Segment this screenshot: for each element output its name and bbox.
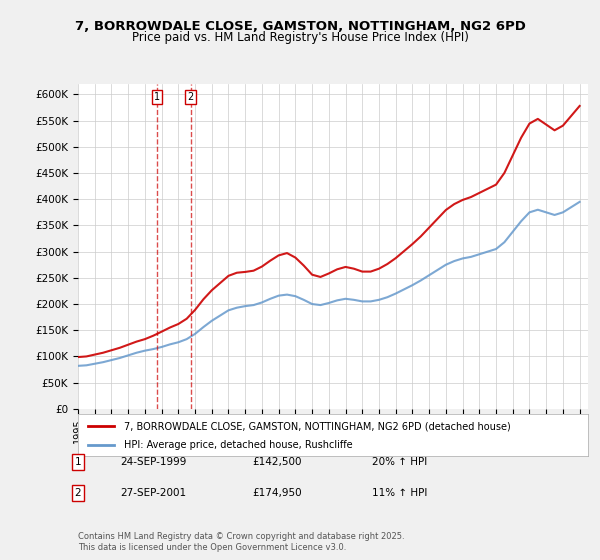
Text: 7, BORROWDALE CLOSE, GAMSTON, NOTTINGHAM, NG2 6PD: 7, BORROWDALE CLOSE, GAMSTON, NOTTINGHAM… [74,20,526,32]
Text: £142,500: £142,500 [252,457,302,467]
Text: £174,950: £174,950 [252,488,302,498]
Text: 2: 2 [74,488,82,498]
Text: 24-SEP-1999: 24-SEP-1999 [120,457,187,467]
Text: HPI: Average price, detached house, Rushcliffe: HPI: Average price, detached house, Rush… [124,440,353,450]
Text: 11% ↑ HPI: 11% ↑ HPI [372,488,427,498]
Text: Contains HM Land Registry data © Crown copyright and database right 2025.
This d: Contains HM Land Registry data © Crown c… [78,532,404,552]
Text: 20% ↑ HPI: 20% ↑ HPI [372,457,427,467]
Text: 1: 1 [74,457,82,467]
Text: 1: 1 [154,92,160,102]
Text: Price paid vs. HM Land Registry's House Price Index (HPI): Price paid vs. HM Land Registry's House … [131,31,469,44]
Text: 2: 2 [187,92,194,102]
Text: 27-SEP-2001: 27-SEP-2001 [120,488,186,498]
Text: 7, BORROWDALE CLOSE, GAMSTON, NOTTINGHAM, NG2 6PD (detached house): 7, BORROWDALE CLOSE, GAMSTON, NOTTINGHAM… [124,421,511,431]
